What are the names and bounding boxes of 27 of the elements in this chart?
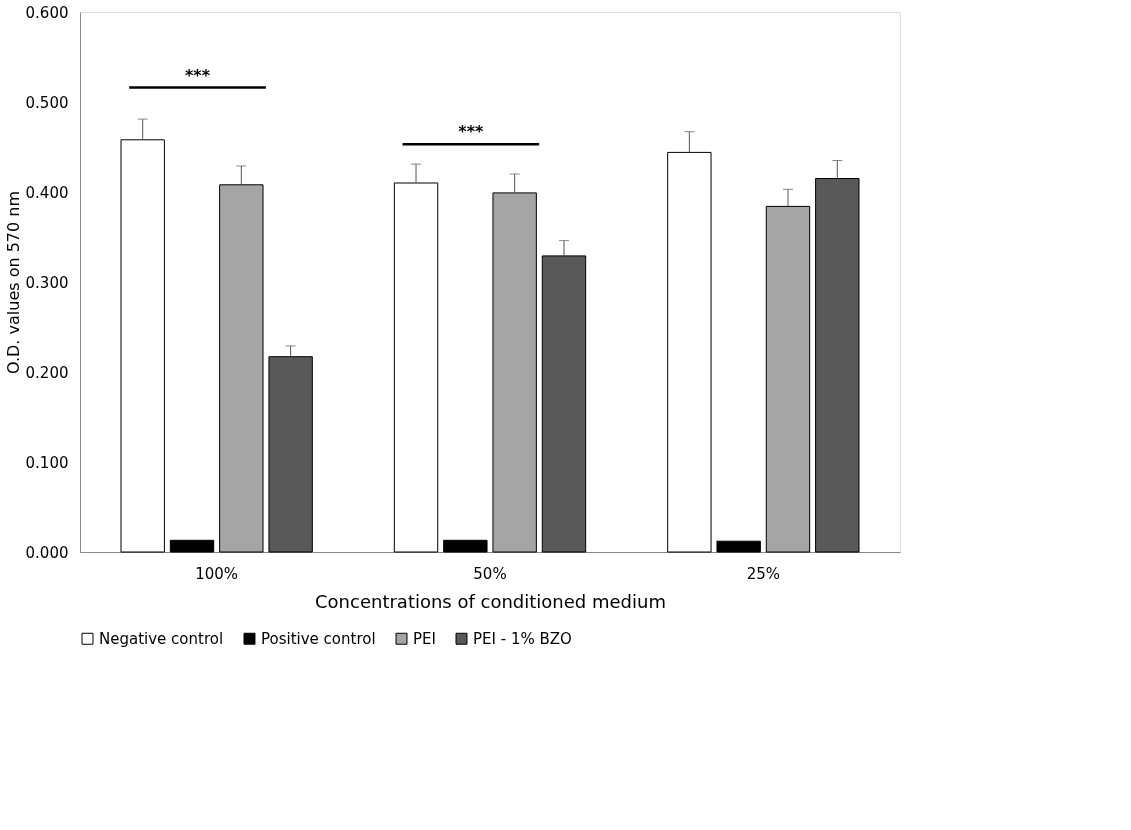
legend-label: PEI - 1% BZO	[473, 629, 572, 648]
bar	[667, 151, 712, 553]
bar	[443, 539, 488, 553]
y-tick-label: 0.100	[25, 453, 69, 472]
x-axis-title: Concentrations of conditioned medium	[315, 590, 666, 612]
bar	[765, 205, 811, 553]
bar	[492, 192, 537, 553]
y-tick-label: 0.500	[25, 93, 69, 112]
bar	[219, 184, 264, 553]
y-tick-label: 0.600	[25, 3, 69, 22]
y-tick-label: 0.300	[25, 273, 69, 292]
x-tick-label: 25%	[746, 564, 781, 583]
legend-label: PEI	[413, 629, 436, 648]
y-tick-label: 0.000	[25, 543, 69, 562]
y-tick-label: 0.400	[25, 183, 69, 202]
legend-label: Negative control	[99, 629, 224, 648]
bar	[716, 540, 761, 553]
bar	[169, 539, 215, 553]
x-tick-label: 100%	[195, 564, 239, 583]
annotation: ***	[184, 65, 211, 85]
x-tick-label: 50%	[473, 564, 507, 583]
y-tick-label: 0.200	[25, 363, 69, 382]
annotation: ***	[458, 122, 485, 142]
bar	[393, 182, 439, 553]
bar	[120, 139, 165, 553]
legend-label: Positive control	[261, 629, 376, 648]
y-axis-title: O.D. values on 570 nm	[3, 190, 23, 375]
